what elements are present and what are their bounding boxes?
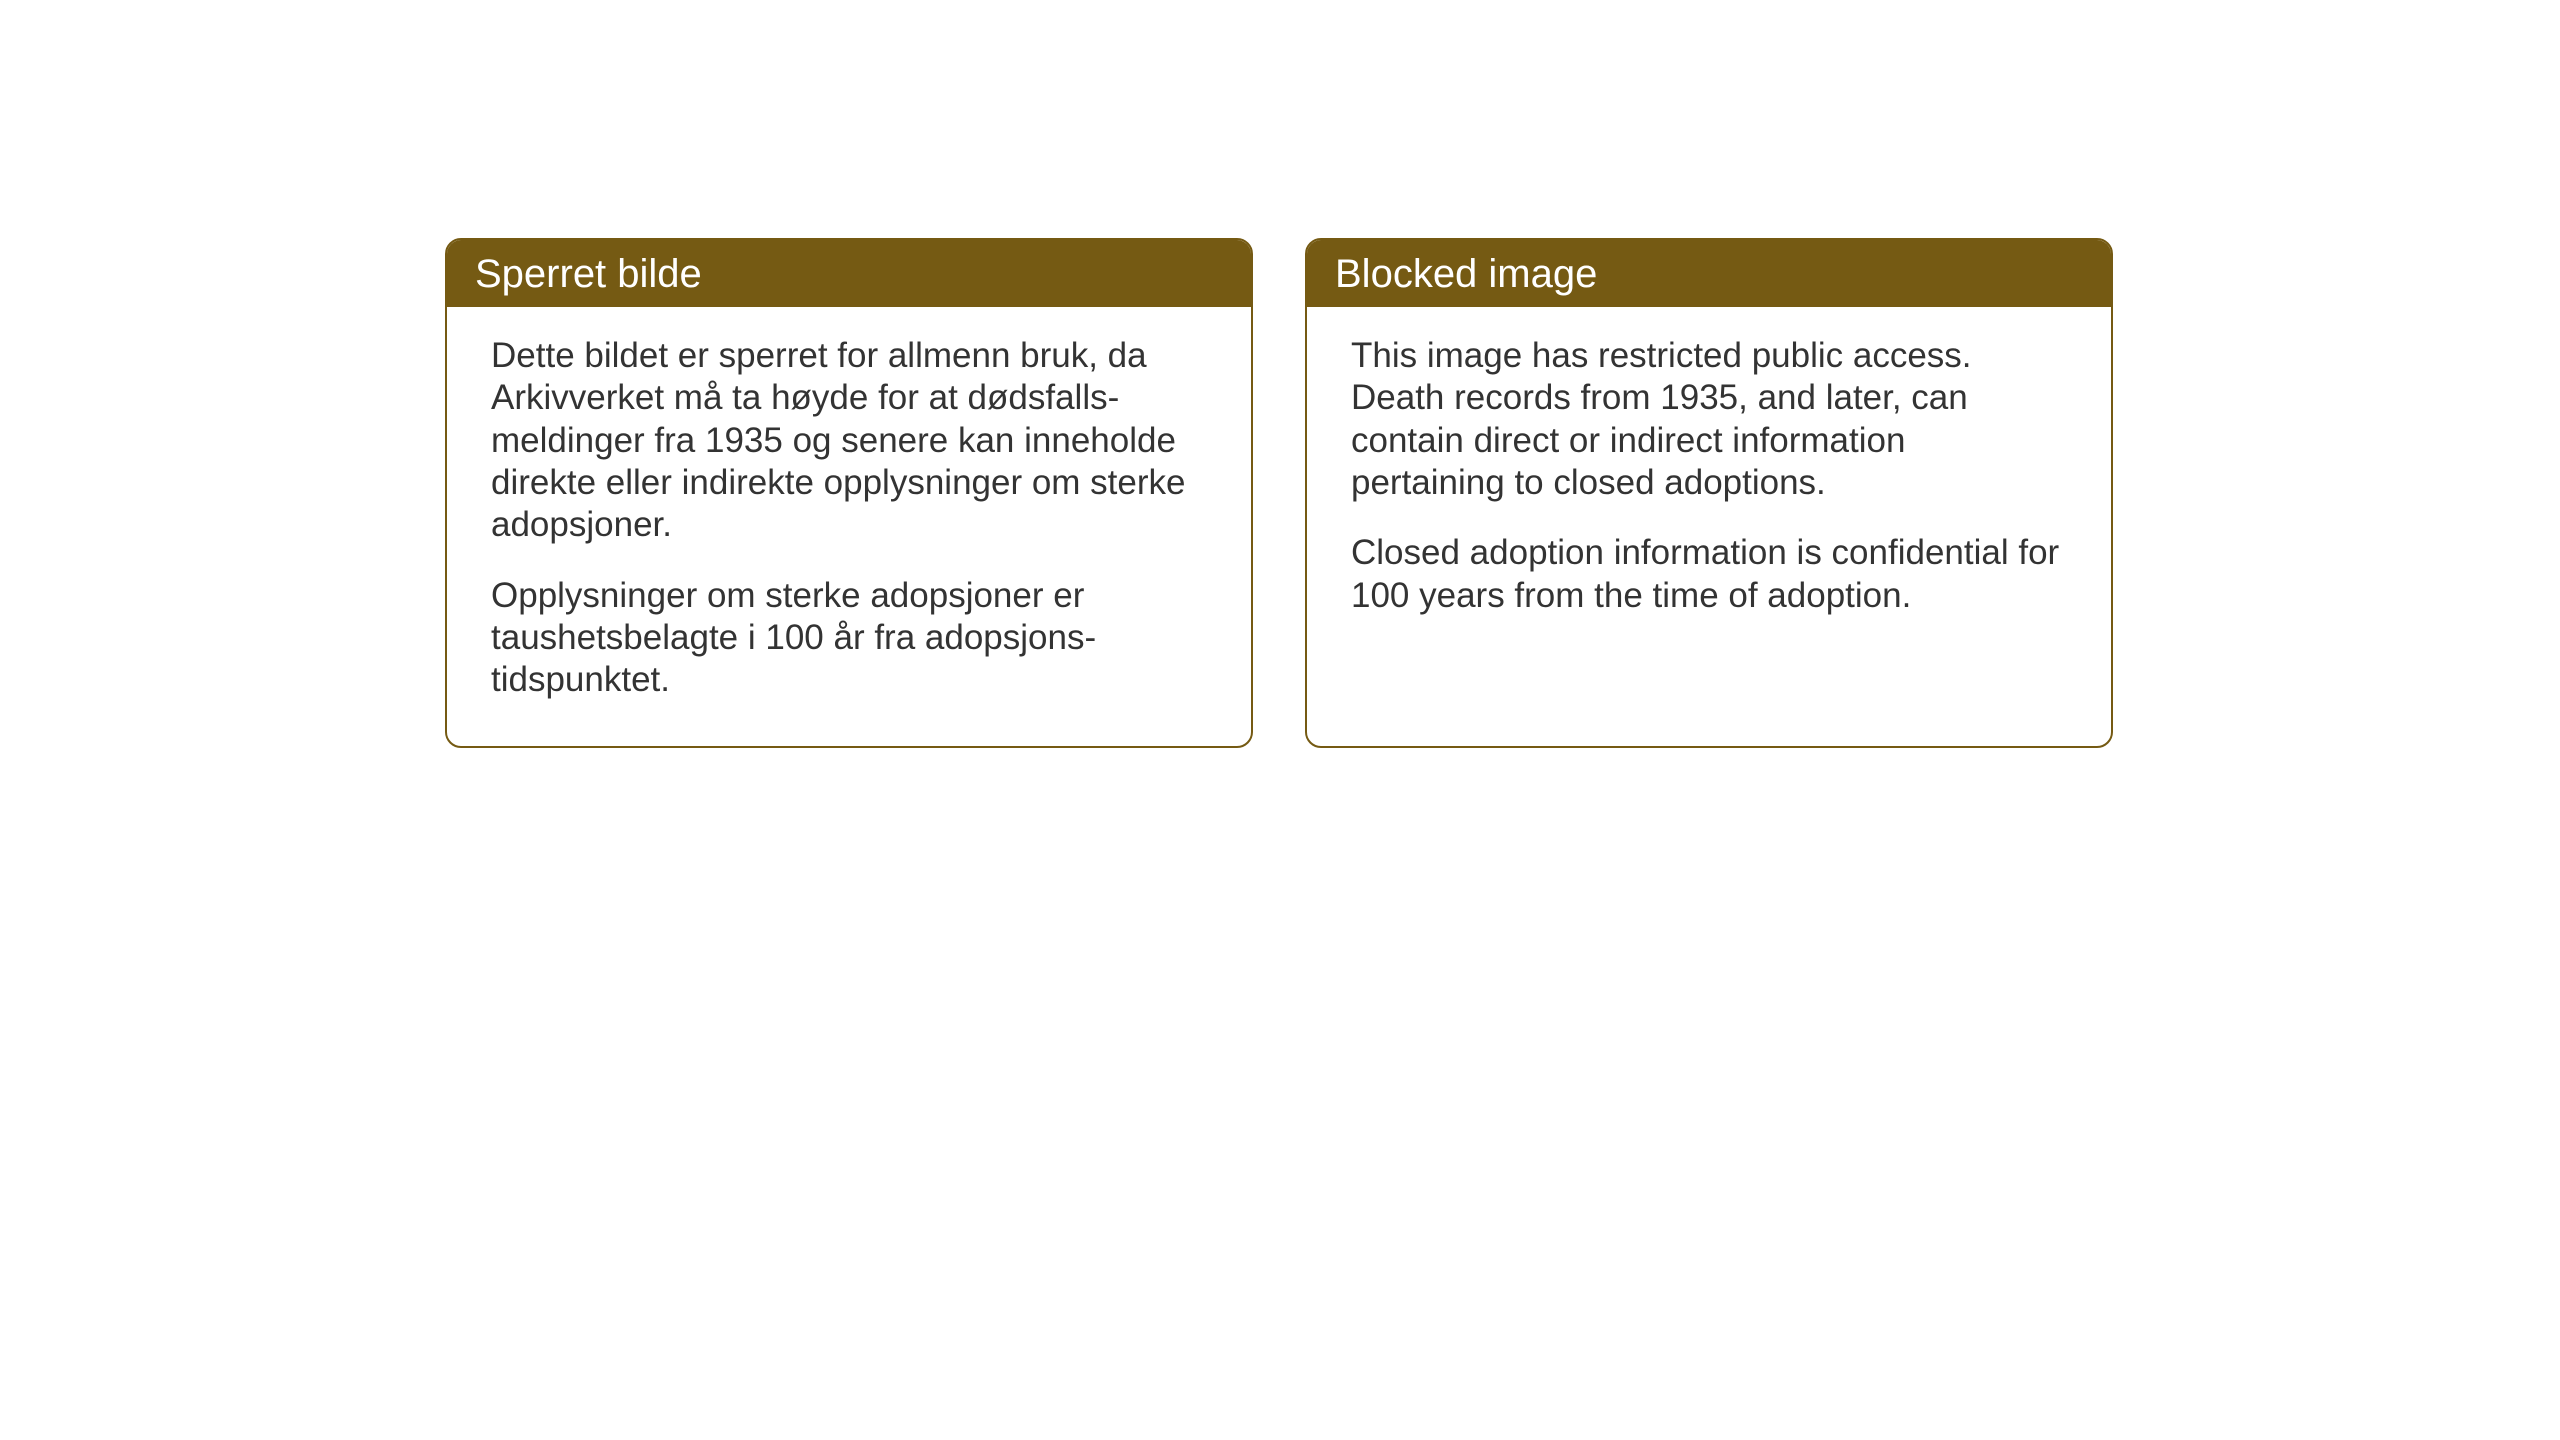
notice-container: Sperret bilde Dette bildet er sperret fo…	[445, 238, 2113, 748]
notice-card-english: Blocked image This image has restricted …	[1305, 238, 2113, 748]
paragraph-english-2: Closed adoption information is confident…	[1351, 532, 2067, 617]
paragraph-norwegian-2: Opplysninger om sterke adopsjoner er tau…	[491, 575, 1207, 702]
paragraph-norwegian-1: Dette bildet er sperret for allmenn bruk…	[491, 335, 1207, 547]
notice-card-norwegian: Sperret bilde Dette bildet er sperret fo…	[445, 238, 1253, 748]
paragraph-english-1: This image has restricted public access.…	[1351, 335, 2067, 504]
card-body-norwegian: Dette bildet er sperret for allmenn bruk…	[447, 307, 1251, 738]
card-body-english: This image has restricted public access.…	[1307, 307, 2111, 653]
card-title-norwegian: Sperret bilde	[447, 240, 1251, 307]
card-title-english: Blocked image	[1307, 240, 2111, 307]
